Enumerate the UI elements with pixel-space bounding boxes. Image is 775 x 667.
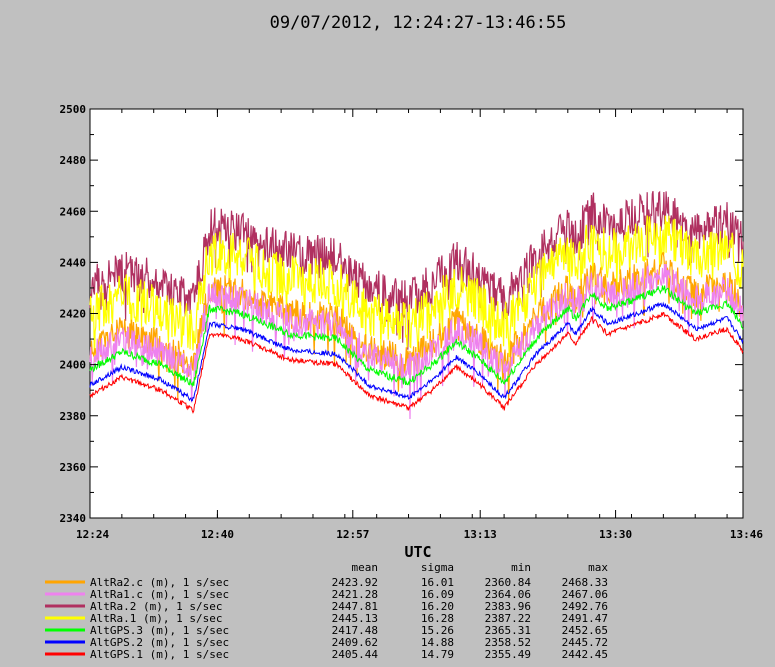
y-tick-label: 2420: [60, 308, 87, 321]
series-line-5: [89, 301, 744, 402]
y-tick-label: 2340: [60, 512, 87, 525]
legend-max-value: 2491.47: [562, 612, 608, 625]
stats-header-max: max: [588, 561, 608, 574]
y-tick-label: 2380: [60, 410, 87, 423]
legend-min-value: 2364.06: [485, 588, 531, 601]
legend-min-value: 2360.84: [485, 576, 532, 589]
legend-mean-value: 2445.13: [332, 612, 378, 625]
legend-series-name: AltGPS.3 (m), 1 s/sec: [90, 624, 229, 637]
series-line-2: [89, 190, 744, 350]
legend-series-name: AltRa.2 (m), 1 s/sec: [90, 600, 222, 613]
legend-mean-value: 2409.62: [332, 636, 378, 649]
legend-max-value: 2467.06: [562, 588, 608, 601]
legend-max-value: 2442.45: [562, 648, 608, 661]
legend-series-name: AltRa.1 (m), 1 s/sec: [90, 612, 222, 625]
y-tick-label: 2360: [60, 461, 87, 474]
x-tick-label: 12:24: [76, 528, 109, 541]
legend-min-value: 2355.49: [485, 648, 531, 661]
legend-max-value: 2492.76: [562, 600, 608, 613]
series-layer: [89, 190, 744, 420]
legend-min-value: 2365.31: [485, 624, 531, 637]
y-tick-label: 2440: [60, 256, 87, 269]
legend-sigma-value: 16.01: [421, 576, 454, 589]
series-line-3: [89, 215, 744, 362]
legend-sigma-value: 16.09: [421, 588, 454, 601]
legend-mean-value: 2417.48: [332, 624, 378, 637]
legend-mean-value: 2405.44: [332, 648, 379, 661]
x-tick-label: 12:40: [201, 528, 234, 541]
legend-min-value: 2358.52: [485, 636, 531, 649]
legend-mean-value: 2421.28: [332, 588, 378, 601]
legend-min-value: 2383.96: [485, 600, 531, 613]
legend-series-name: AltRa1.c (m), 1 s/sec: [90, 588, 229, 601]
legend-series-name: AltGPS.2 (m), 1 s/sec: [90, 636, 229, 649]
legend-table: mean sigma min max AltRa2.c (m), 1 s/sec 2423…: [45, 561, 608, 661]
legend-mean-value: 2423.92: [332, 576, 378, 589]
x-tick-label: 13:46: [730, 528, 763, 541]
y-tick-label: 2480: [60, 154, 87, 167]
x-tick-label: 13:13: [464, 528, 497, 541]
stats-header-sigma: sigma: [421, 561, 454, 574]
x-tick-label: 12:57: [336, 528, 369, 541]
x-axis-label: UTC: [404, 543, 431, 561]
legend-min-value: 2387.22: [485, 612, 531, 625]
axes-layer: 2340 2360 2380 2400 2420 2440 2460 2480 2500 12:2…: [60, 103, 764, 541]
legend-sigma-value: 15.26: [421, 624, 454, 637]
stats-header-mean: mean: [352, 561, 379, 574]
legend-sigma-value: 14.79: [421, 648, 454, 661]
legend-sigma-value: 16.28: [421, 612, 454, 625]
chart-title: 09/07/2012, 12:24:27-13:46:55: [270, 13, 567, 33]
y-tick-label: 2500: [60, 103, 87, 116]
y-tick-label: 2400: [60, 359, 87, 372]
legend-mean-value: 2447.81: [332, 600, 378, 613]
legend-sigma-value: 16.20: [421, 600, 454, 613]
series-line-1: [89, 263, 744, 420]
series-line-6: [89, 311, 744, 414]
legend-sigma-value: 14.88: [421, 636, 454, 649]
series-line-4: [89, 285, 744, 388]
legend-max-value: 2445.72: [562, 636, 608, 649]
legend-series-name: AltRa2.c (m), 1 s/sec: [90, 576, 229, 589]
y-tick-label: 2460: [60, 205, 87, 218]
legend-series-name: AltGPS.1 (m), 1 s/sec: [90, 648, 229, 661]
legend-max-value: 2468.33: [562, 576, 608, 589]
stats-header-min: min: [511, 561, 531, 574]
legend-max-value: 2452.65: [562, 624, 608, 637]
x-tick-label: 13:30: [599, 528, 632, 541]
